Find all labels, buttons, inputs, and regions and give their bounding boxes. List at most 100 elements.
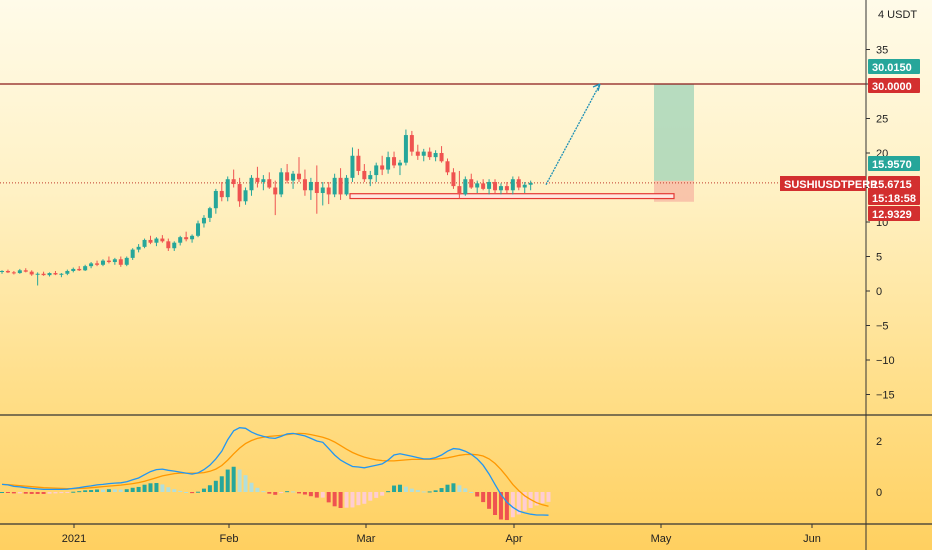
candle bbox=[528, 180, 533, 191]
candle bbox=[427, 147, 432, 160]
macd-line bbox=[1, 427, 549, 516]
candle bbox=[338, 168, 343, 200]
candle bbox=[106, 256, 111, 264]
candle bbox=[291, 170, 296, 189]
macd-histogram-bar bbox=[219, 476, 224, 492]
candle bbox=[237, 177, 242, 207]
macd-histogram-bar bbox=[23, 492, 28, 494]
candle bbox=[249, 175, 254, 196]
macd-histogram-bar bbox=[409, 488, 414, 492]
macd-histogram-bar bbox=[433, 490, 438, 492]
candle bbox=[273, 180, 278, 216]
macd-histogram-bar bbox=[124, 489, 129, 492]
macd-histogram-bar bbox=[487, 492, 492, 509]
date-tick-label: 2021 bbox=[62, 533, 86, 545]
macd-histogram-bar bbox=[516, 492, 521, 515]
macd-histogram-bar bbox=[112, 489, 117, 492]
date-tick-label: Jun bbox=[803, 533, 821, 545]
candle bbox=[308, 177, 313, 200]
svg-text:15.6715: 15.6715 bbox=[872, 179, 912, 191]
macd-histogram-bar bbox=[291, 491, 296, 493]
macd-histogram-bar bbox=[338, 492, 343, 508]
candle bbox=[510, 176, 515, 195]
projection-arrowhead bbox=[592, 83, 601, 92]
macd-histogram-bar bbox=[546, 492, 551, 502]
macd-histogram-bar bbox=[540, 492, 545, 504]
candle bbox=[160, 235, 165, 243]
macd-histogram-bar bbox=[100, 489, 105, 492]
candle bbox=[59, 273, 64, 278]
candle bbox=[302, 169, 307, 196]
macd-histogram-bar bbox=[130, 487, 135, 492]
macd-histogram-bar bbox=[267, 492, 272, 494]
macd-histogram-bar bbox=[504, 492, 509, 521]
macd-histogram-bar bbox=[439, 488, 444, 492]
candle bbox=[344, 175, 349, 196]
price-tick-label: 35 bbox=[876, 45, 888, 57]
candle bbox=[178, 235, 183, 246]
candle bbox=[65, 269, 70, 276]
candle bbox=[29, 270, 34, 276]
macd-histogram-bar bbox=[445, 484, 450, 492]
macd-histogram-bar bbox=[326, 492, 331, 503]
macd-histogram-bar bbox=[392, 485, 397, 492]
svg-text:SUSHIUSDTPERP: SUSHIUSDTPERP bbox=[784, 179, 878, 191]
macd-histogram-bar bbox=[451, 483, 456, 492]
macd-histogram-bar bbox=[166, 487, 171, 492]
candle bbox=[409, 130, 414, 156]
candle bbox=[285, 164, 290, 184]
candle bbox=[41, 271, 46, 276]
candle bbox=[77, 266, 82, 271]
macd-histogram-bar bbox=[118, 489, 123, 492]
macd-histogram-bar bbox=[308, 492, 313, 497]
candle bbox=[326, 181, 331, 205]
candle bbox=[225, 176, 230, 202]
price-tick-label: 5 bbox=[876, 252, 882, 264]
candle bbox=[392, 151, 397, 169]
macd-histogram-bar bbox=[255, 487, 260, 492]
candle bbox=[118, 256, 123, 267]
macd-histogram-bar bbox=[231, 466, 236, 492]
macd-histogram-bar bbox=[522, 492, 527, 511]
macd-histogram-bar bbox=[17, 492, 22, 494]
candle bbox=[255, 166, 260, 188]
candle bbox=[89, 262, 94, 269]
macd-histogram-bar bbox=[172, 489, 177, 492]
macd-histogram-bar bbox=[41, 492, 46, 494]
signal-line bbox=[1, 432, 549, 507]
candle bbox=[0, 270, 4, 274]
candle bbox=[433, 150, 438, 162]
candle bbox=[261, 175, 266, 191]
macd-histogram-bar bbox=[374, 492, 379, 498]
macd-histogram-bar bbox=[59, 492, 64, 494]
macd-histogram-bar bbox=[196, 491, 201, 493]
candle bbox=[475, 180, 480, 194]
macd-histogram-bar bbox=[142, 484, 147, 492]
macd-histogram-bar bbox=[332, 492, 337, 507]
price-tag: 15:18:58 bbox=[868, 190, 920, 205]
candle bbox=[522, 181, 527, 194]
macd-histogram-bar bbox=[397, 484, 402, 492]
macd-histogram-bar bbox=[237, 469, 242, 492]
price-tick-label: −15 bbox=[876, 390, 895, 402]
svg-text:12.9329: 12.9329 bbox=[872, 209, 912, 221]
candle bbox=[83, 264, 88, 271]
candle bbox=[397, 159, 402, 176]
macd-histogram-bar bbox=[178, 490, 183, 492]
macd-histogram-bar bbox=[386, 491, 391, 493]
candle bbox=[213, 188, 218, 214]
macd-histogram-bar bbox=[427, 491, 432, 493]
candle bbox=[231, 169, 236, 188]
candle bbox=[207, 206, 212, 222]
macd-histogram-bar bbox=[285, 491, 290, 493]
macd-histogram-bar bbox=[380, 492, 385, 496]
macd-histogram-bar bbox=[213, 480, 218, 492]
candle bbox=[421, 148, 426, 162]
symbol-tag: SUSHIUSDTPERP bbox=[780, 176, 878, 191]
macd-histogram-bar bbox=[314, 492, 319, 498]
macd-histogram-bar bbox=[261, 491, 266, 493]
macd-histogram-bar bbox=[344, 492, 349, 508]
projection-arrow[interactable] bbox=[545, 83, 601, 186]
candle bbox=[112, 257, 117, 265]
